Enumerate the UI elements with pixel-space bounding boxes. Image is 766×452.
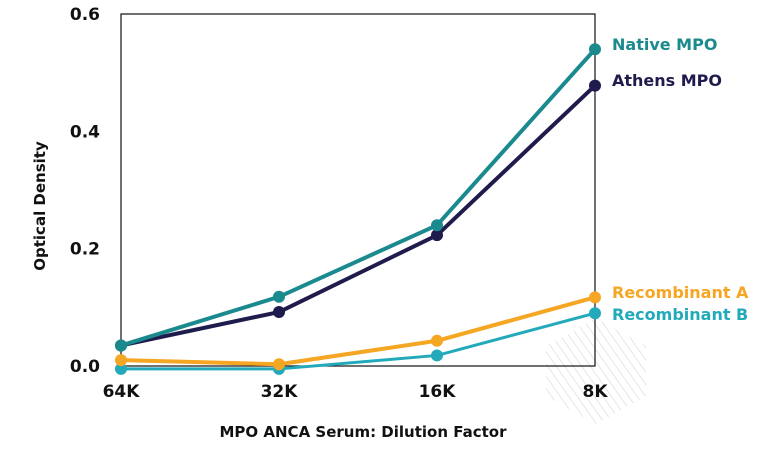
x-axis-ticks: 64K 32K 16K 8K [103, 382, 609, 402]
x-tick-label: 64K [103, 382, 141, 402]
data-point [589, 43, 601, 56]
series-recombinant-a [115, 291, 601, 371]
data-point [589, 79, 601, 92]
series-layer: Native MPO Athens MPO Recombinant A Recombi… [115, 35, 749, 375]
x-tick-label: 8K [582, 382, 608, 402]
series-label: Native MPO [612, 35, 717, 54]
series-athens-mpo [115, 79, 601, 352]
data-point [589, 307, 601, 320]
y-axis-ticks: 0.0 0.2 0.4 0.6 [70, 5, 100, 377]
data-point [431, 349, 443, 362]
x-tick-label: 32K [261, 382, 299, 402]
plot-frame [120, 13, 596, 367]
y-tick-label: 0.4 [70, 122, 100, 142]
series-label: Recombinant B [612, 305, 748, 324]
data-point [273, 358, 285, 371]
data-point [273, 290, 285, 303]
y-tick-label: 0.6 [70, 5, 100, 25]
series-label: Recombinant A [612, 283, 749, 302]
series-native-mpo [115, 43, 601, 352]
series-label: Athens MPO [612, 71, 722, 90]
series-line [119, 311, 597, 371]
x-tick-label: 16K [419, 382, 457, 402]
data-point [115, 362, 127, 375]
x-axis-title: MPO ANCA Serum: Dilution Factor [220, 423, 508, 441]
data-point [431, 229, 443, 242]
y-tick-label: 0.0 [70, 357, 100, 377]
decorative-hexagon-pattern [546, 318, 646, 424]
series-line [119, 83, 597, 348]
data-point [273, 306, 285, 319]
data-point [589, 291, 601, 304]
series-line [119, 295, 597, 367]
y-tick-label: 0.2 [70, 240, 100, 260]
data-point [115, 354, 127, 367]
y-axis-title: Optical Density [31, 141, 49, 271]
series-recombinant-b [115, 307, 601, 375]
data-point [431, 219, 443, 232]
data-point [431, 334, 443, 347]
series-line [119, 47, 597, 348]
data-point [115, 339, 127, 352]
